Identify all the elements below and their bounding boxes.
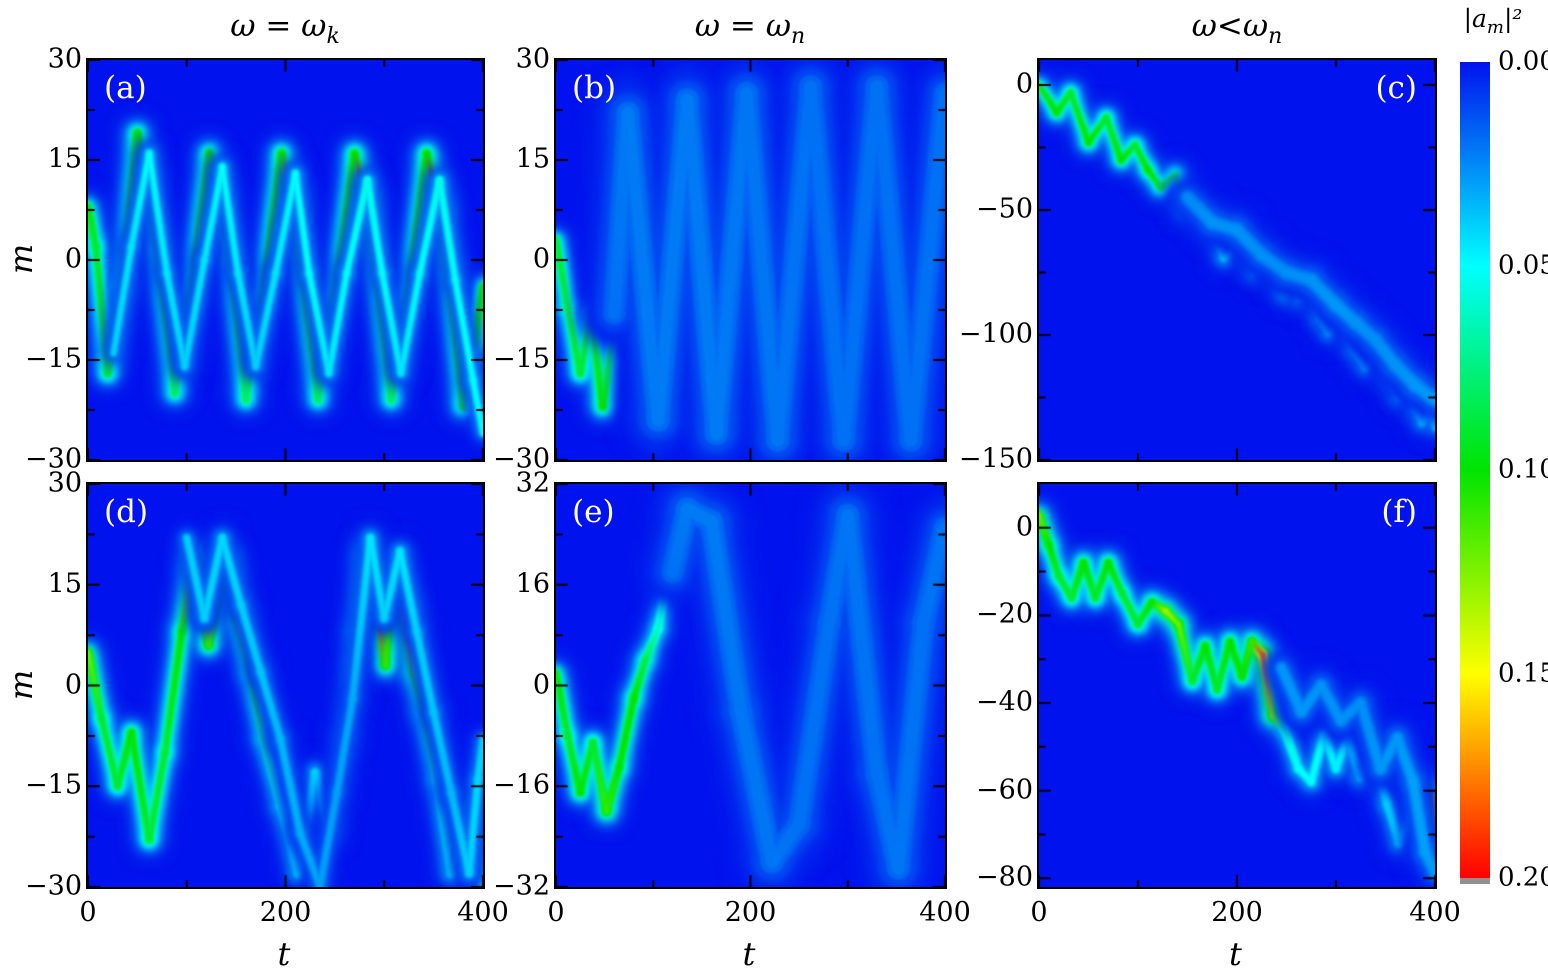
- panel-b: (b): [554, 58, 947, 462]
- panel-d-xaxis-label: t: [277, 935, 291, 972]
- panel-f-ytick-−80: −80: [976, 861, 1033, 893]
- column-title-main: ω<ω: [1191, 8, 1269, 44]
- panel-f-xtick-0: 0: [1030, 897, 1048, 928]
- panel-d-heatmap: [88, 484, 483, 887]
- panel-b-ytick-30: 30: [515, 43, 550, 75]
- panel-e-ytick-0: 0: [532, 668, 550, 700]
- panel-e-ytick-−16: −16: [493, 769, 550, 801]
- panel-c-label: (c): [1375, 70, 1417, 106]
- panel-d-ytick-0: 0: [64, 668, 82, 700]
- colorbar-tick-0.00: 0.00: [1498, 46, 1548, 77]
- panel-e-xtick-0: 0: [547, 897, 565, 928]
- panel-f-ytick-−20: −20: [976, 598, 1033, 630]
- panel-c-ytick-−50: −50: [976, 193, 1033, 225]
- panel-e-ytick-16: 16: [515, 568, 550, 600]
- column-title-omega-n: ω = ωn: [600, 8, 900, 49]
- colorbar-tick-0.20: 0.20: [1498, 862, 1548, 893]
- panel-f-label: (f): [1381, 494, 1417, 530]
- panel-e: (e): [554, 482, 947, 889]
- panel-a-ytick-15: 15: [47, 143, 82, 175]
- panel-e-ytick-−32: −32: [493, 870, 550, 902]
- colorbar-tick-0.10: 0.10: [1498, 454, 1548, 485]
- panel-e-xtick-200: 200: [724, 897, 777, 928]
- column-title-sub: n: [791, 24, 806, 50]
- panel-c-heatmap: [1039, 60, 1435, 460]
- panel-a-heatmap: [88, 60, 483, 460]
- panel-d-ytick-15: 15: [47, 568, 82, 600]
- colorbar-tick-0.05: 0.05: [1498, 250, 1548, 281]
- panel-a-ytick-30: 30: [47, 43, 82, 75]
- panel-b-heatmap: [556, 60, 945, 460]
- panel-a-yaxis-label: m: [2, 243, 41, 275]
- panel-d-xtick-400: 400: [457, 897, 509, 928]
- column-title-omega-lt-n: ω<ωn: [1087, 8, 1387, 49]
- panel-d-xtick-200: 200: [259, 897, 312, 928]
- panel-a-ytick-0: 0: [64, 243, 82, 275]
- panel-d-label: (d): [104, 494, 149, 530]
- panel-f-heatmap: [1039, 484, 1435, 887]
- panel-b-ytick-−15: −15: [493, 343, 550, 375]
- column-title-sub: n: [1268, 24, 1283, 50]
- panel-f-ytick-−60: −60: [976, 773, 1033, 805]
- panel-c-ytick-−100: −100: [958, 318, 1033, 350]
- panel-c-ytick-−150: −150: [958, 443, 1033, 475]
- column-title-main: ω = ω: [230, 8, 327, 44]
- panel-a-ytick-−30: −30: [25, 443, 82, 475]
- panel-f-xtick-400: 400: [1409, 897, 1461, 928]
- colorbar-title: |am|²: [1463, 4, 1523, 38]
- panel-c: (c): [1037, 58, 1437, 462]
- panel-a: (a): [86, 58, 485, 462]
- panel-e-ytick-32: 32: [515, 467, 550, 499]
- panel-d-ytick-30: 30: [47, 467, 82, 499]
- panel-d-xtick-0: 0: [79, 897, 97, 928]
- panel-c-ytick-0: 0: [1015, 68, 1033, 100]
- colorbar-gradient: [1460, 62, 1490, 878]
- panel-f-ytick-−40: −40: [976, 686, 1033, 718]
- panel-b-ytick-−30: −30: [493, 443, 550, 475]
- panel-f-xtick-200: 200: [1211, 897, 1263, 928]
- panel-d-ytick-−30: −30: [25, 870, 82, 902]
- panel-f: (f): [1037, 482, 1437, 889]
- panel-b-ytick-15: 15: [515, 143, 550, 175]
- column-title-sub: k: [326, 24, 340, 50]
- panel-e-xaxis-label: t: [742, 935, 756, 972]
- panel-a-label: (a): [104, 70, 147, 106]
- panel-d-yaxis-label: m: [2, 669, 41, 700]
- panel-d: (d): [86, 482, 485, 889]
- panel-b-ytick-0: 0: [532, 243, 550, 275]
- panel-e-xtick-400: 400: [919, 897, 971, 928]
- panel-f-ytick-0: 0: [1015, 511, 1033, 543]
- panel-f-xaxis-label: t: [1229, 935, 1242, 972]
- colorbar-under-strip: [1460, 878, 1490, 884]
- column-title-omega-k: ω = ωk: [135, 8, 435, 49]
- panel-d-ytick-−15: −15: [25, 769, 82, 801]
- column-title-main: ω = ω: [694, 8, 792, 44]
- panel-b-label: (b): [572, 70, 617, 106]
- panel-a-ytick-−15: −15: [25, 343, 82, 375]
- colorbar-tick-0.15: 0.15: [1498, 658, 1548, 689]
- panel-e-label: (e): [572, 494, 615, 530]
- panel-e-heatmap: [556, 484, 945, 887]
